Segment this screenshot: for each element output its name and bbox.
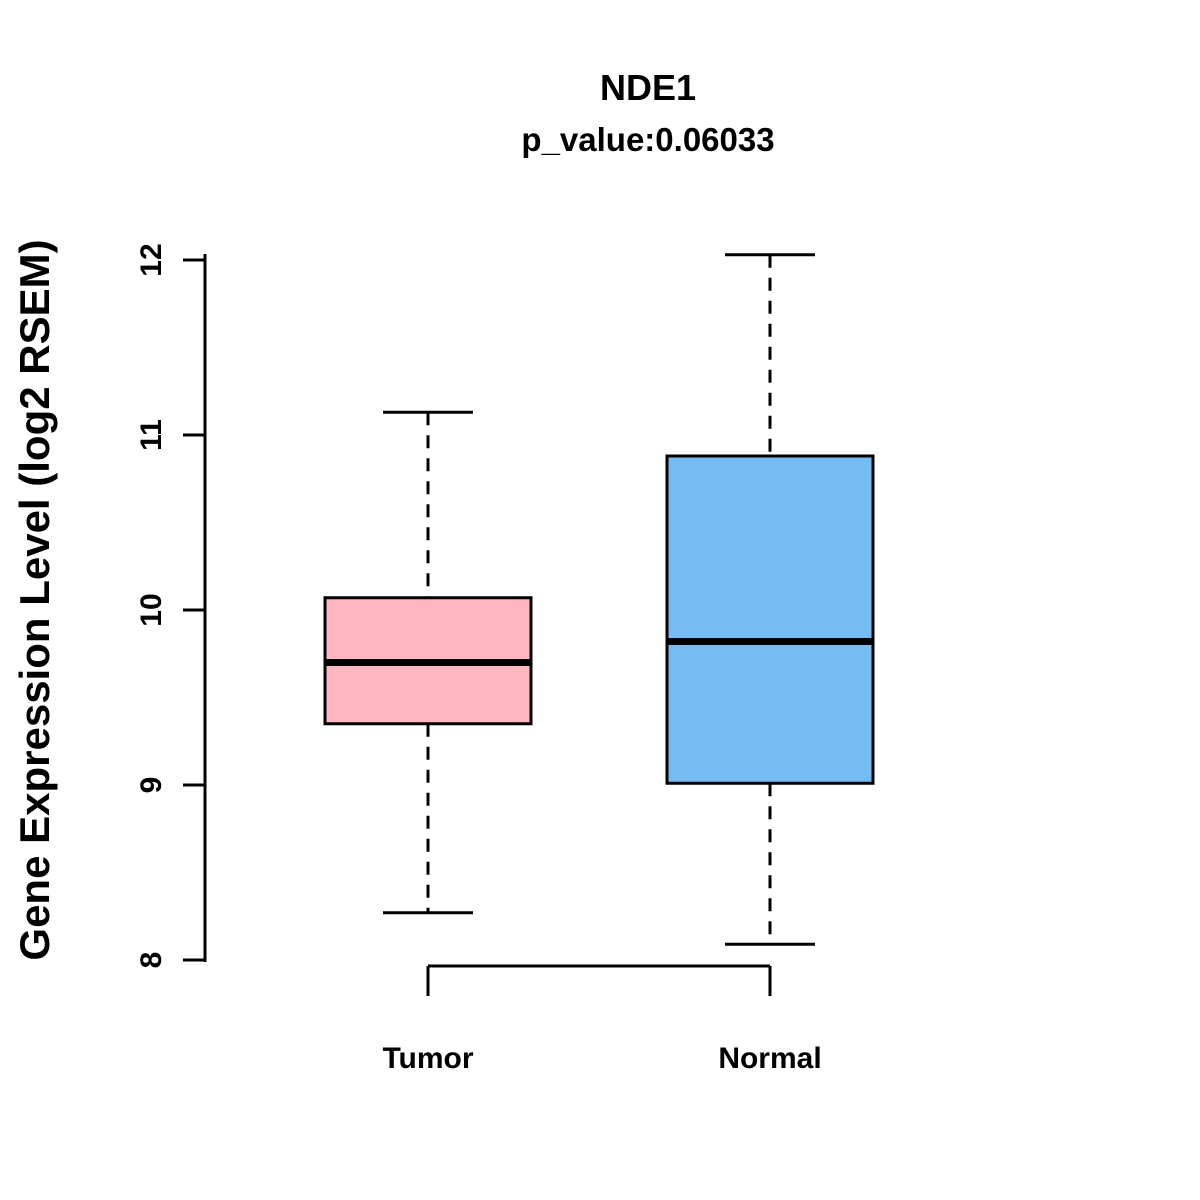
category-label-tumor: Tumor (382, 1042, 474, 1075)
y-tick-label: 10 (135, 593, 168, 627)
y-tick-label: 8 (135, 951, 168, 969)
normal-box (665, 454, 875, 785)
y-tick-label: 11 (135, 419, 168, 451)
category-label-normal: Normal (718, 1042, 822, 1075)
chart-subtitle-pvalue: p_value:0.06033 (521, 121, 775, 158)
y-tick-label: 12 (135, 243, 168, 277)
y-tick-label: 9 (135, 776, 168, 794)
y-axis-label: Gene Expression Level (log2 RSEM) (11, 239, 58, 961)
chart-title: NDE1 (599, 67, 697, 108)
